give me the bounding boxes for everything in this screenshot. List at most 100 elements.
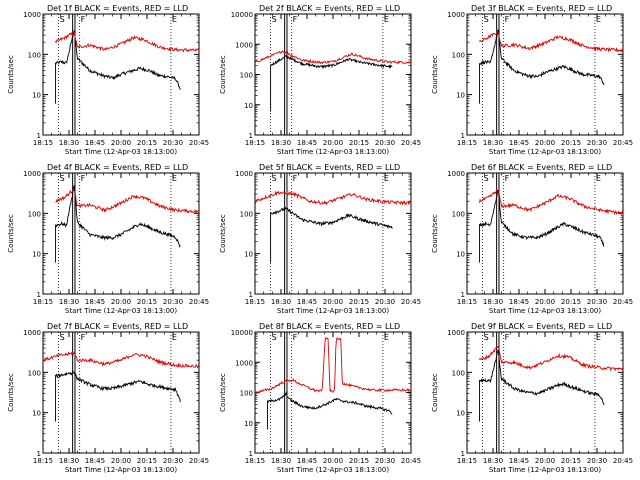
y-tick-label: 100: [452, 369, 465, 377]
y-tick-label: 1: [461, 450, 465, 458]
y-axis-label: Counts/sec: [7, 373, 15, 412]
marker-label-F: F: [81, 174, 86, 183]
x-tick-label: 20:15: [349, 457, 369, 465]
y-tick-label: 1000: [235, 170, 253, 178]
y-tick-label: 1: [37, 132, 41, 140]
x-tick-label: 20:00: [111, 139, 131, 147]
panel-7: Det 7f BLACK = Events, RED = LLD 1 10 100 10…: [7, 322, 209, 474]
y-axis-label: Counts/sec: [219, 373, 227, 412]
x-tick-label: 20:30: [163, 457, 183, 465]
lld-series-line: [55, 30, 200, 53]
marker-label-F: F: [293, 174, 298, 183]
lld-series-line: [254, 336, 412, 395]
y-tick-label: 10: [244, 102, 253, 110]
panel-9: Det 9f BLACK = Events, RED = LLD 1 10 100 10…: [431, 322, 633, 474]
x-tick-label: 20:15: [561, 298, 581, 306]
y-tick-label: 100: [452, 210, 465, 218]
marker-label-F: F: [505, 333, 510, 342]
x-tick-label: 20:45: [189, 457, 209, 465]
x-tick-label: 18:15: [33, 298, 53, 306]
y-tick-label: 1: [37, 291, 41, 299]
marker-label-S: S: [60, 174, 65, 183]
plot-frame: [42, 331, 200, 454]
y-tick-label: 10: [456, 251, 465, 259]
x-tick-label: 20:15: [137, 139, 157, 147]
x-tick-label: 18:30: [483, 139, 503, 147]
x-tick-label: 20:45: [613, 457, 633, 465]
marker-label-E: E: [596, 333, 601, 342]
x-axis-label: Start Time (12-Apr-03 18:13:00): [277, 148, 389, 156]
y-tick-label: 1: [249, 291, 253, 299]
x-tick-label: 20:30: [587, 457, 607, 465]
x-tick-label: 18:45: [509, 139, 529, 147]
lld-series-line: [254, 190, 412, 206]
x-tick-label: 20:45: [613, 298, 633, 306]
marker-label-F: F: [293, 15, 298, 24]
y-axis-label: Counts/sec: [219, 214, 227, 253]
y-tick-label: 1: [37, 450, 41, 458]
y-tick-label: 1000: [23, 11, 41, 19]
x-tick-label: 20:15: [561, 457, 581, 465]
x-axis-label: Start Time (12-Apr-03 18:13:00): [277, 466, 389, 474]
panel-8: Det 8f BLACK = Events, RED = LLD 1 10 100 10…: [219, 322, 421, 474]
x-tick-label: 20:00: [535, 457, 555, 465]
x-tick-label: 20:30: [587, 298, 607, 306]
x-tick-label: 18:45: [297, 298, 317, 306]
y-tick-label: 10000: [231, 11, 253, 19]
x-tick-label: 18:45: [297, 457, 317, 465]
marker-label-S: S: [484, 174, 489, 183]
x-axis-label: Start Time (12-Apr-03 18:13:00): [489, 148, 601, 156]
x-axis-label: Start Time (12-Apr-03 18:13:00): [489, 307, 601, 315]
lld-series-line: [479, 29, 624, 53]
panel-title: Det 5f BLACK = Events, RED = LLD: [259, 163, 400, 172]
events-series-line: [479, 189, 605, 263]
x-tick-label: 20:00: [323, 139, 343, 147]
panel-5: Det 5f BLACK = Events, RED = LLD 1 10 100 10…: [219, 163, 421, 315]
marker-label-E: E: [596, 15, 601, 24]
x-tick-label: 18:30: [271, 139, 291, 147]
y-tick-label: 1: [461, 291, 465, 299]
y-axis-label: Counts/sec: [219, 55, 227, 94]
y-tick-label: 1000: [235, 41, 253, 49]
panel-title: Det 2f BLACK = Events, RED = LLD: [259, 4, 400, 13]
x-tick-label: 20:30: [375, 298, 395, 306]
panel-title: Det 1f BLACK = Events, RED = LLD: [47, 4, 188, 13]
events-series-line: [270, 55, 393, 112]
panel-3: Det 3f BLACK = Events, RED = LLD 1 10 100 10…: [431, 4, 633, 156]
y-tick-label: 1000: [235, 359, 253, 367]
x-tick-label: 18:15: [245, 298, 265, 306]
x-tick-label: 20:00: [323, 298, 343, 306]
x-tick-label: 18:30: [59, 298, 79, 306]
y-tick-label: 100: [452, 51, 465, 59]
x-tick-label: 20:30: [163, 139, 183, 147]
events-series-line: [267, 391, 393, 430]
marker-label-E: E: [596, 174, 601, 183]
marker-label-E: E: [384, 174, 389, 183]
x-tick-label: 18:30: [483, 457, 503, 465]
y-tick-label: 1: [249, 132, 253, 140]
x-tick-label: 20:45: [189, 298, 209, 306]
x-tick-label: 18:30: [271, 457, 291, 465]
x-axis-label: Start Time (12-Apr-03 18:13:00): [65, 466, 177, 474]
panel-6: Det 6f BLACK = Events, RED = LLD 1 10 100 10…: [431, 163, 633, 315]
marker-label-S: S: [272, 174, 277, 183]
x-tick-label: 18:45: [509, 298, 529, 306]
panel-2: Det 2f BLACK = Events, RED = LLD 1 10 100 10…: [219, 4, 421, 156]
x-tick-label: 18:45: [85, 298, 105, 306]
x-tick-label: 20:30: [163, 298, 183, 306]
x-tick-label: 18:45: [509, 457, 529, 465]
x-tick-label: 20:00: [535, 139, 555, 147]
y-tick-label: 1: [461, 132, 465, 140]
y-tick-label: 10: [244, 420, 253, 428]
x-tick-label: 20:00: [535, 298, 555, 306]
marker-label-F: F: [293, 333, 298, 342]
panel-title: Det 4f BLACK = Events, RED = LLD: [47, 163, 188, 172]
x-tick-label: 20:30: [375, 457, 395, 465]
y-tick-label: 1000: [447, 170, 465, 178]
y-tick-label: 10: [456, 92, 465, 100]
y-tick-label: 100: [28, 51, 41, 59]
marker-label-S: S: [272, 333, 277, 342]
x-tick-label: 20:15: [137, 298, 157, 306]
plot-frame: [466, 13, 624, 136]
plot-frame: [254, 13, 412, 136]
